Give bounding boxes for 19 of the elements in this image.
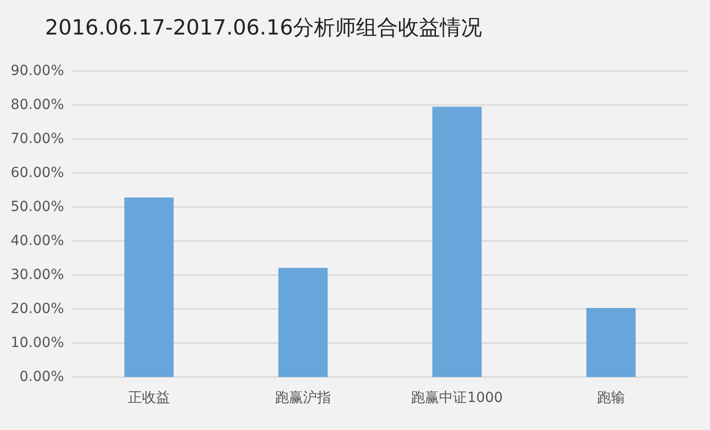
y-tick-label: 70.00% — [10, 131, 64, 147]
x-tick-label: 正收益 — [128, 390, 170, 406]
bar — [278, 268, 328, 377]
y-tick-label: 40.00% — [10, 233, 64, 249]
bar — [124, 197, 174, 377]
y-tick-label: 0.00% — [20, 369, 64, 385]
x-tick-label: 跑输 — [597, 390, 625, 406]
y-tick-label: 60.00% — [10, 165, 64, 181]
x-tick-label: 跑赢中证1000 — [411, 390, 503, 406]
y-tick-label: 20.00% — [10, 301, 64, 317]
bar — [586, 308, 636, 377]
chart-title: 2016.06.17-2017.06.16分析师组合收益情况 — [45, 16, 482, 40]
y-tick-label: 30.00% — [10, 267, 64, 283]
x-tick-label: 跑赢沪指 — [275, 390, 331, 406]
y-tick-label: 80.00% — [10, 97, 64, 113]
y-tick-label: 90.00% — [10, 63, 64, 79]
y-tick-label: 50.00% — [10, 199, 64, 215]
y-tick-label: 10.00% — [10, 335, 64, 351]
bar — [432, 106, 482, 377]
